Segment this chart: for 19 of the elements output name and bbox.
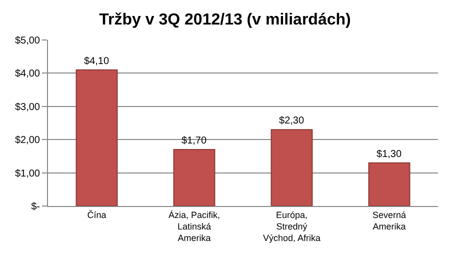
- y-tick-label: $2,00: [14, 135, 40, 146]
- x-tick-label: Ázia, Pacifik, Latinská Amerika: [168, 210, 220, 244]
- y-tick-label: $5,00: [14, 36, 40, 46]
- data-label: $2,30: [279, 116, 304, 127]
- y-tick-label: $4,00: [14, 68, 40, 80]
- chart-title: Tržby v 3Q 2012/13 (v miliardách): [99, 12, 351, 29]
- bar: [173, 149, 216, 206]
- bar: [76, 69, 118, 206]
- data-label: $1,70: [182, 136, 207, 147]
- bar: [270, 129, 313, 206]
- y-tick-label: $-: [31, 202, 40, 212]
- data-label: $4,10: [84, 56, 110, 67]
- y-tick-label: $3,00: [14, 102, 40, 113]
- data-label: $1,30: [376, 148, 402, 160]
- x-tick-label: Severná Amerika: [372, 210, 406, 232]
- y-tick-label: $1,00: [14, 168, 40, 180]
- x-tick-label: Európa, Stredný Východ, Afrika: [262, 210, 321, 244]
- bar: [368, 162, 410, 206]
- x-tick-label: Čína: [87, 210, 106, 220]
